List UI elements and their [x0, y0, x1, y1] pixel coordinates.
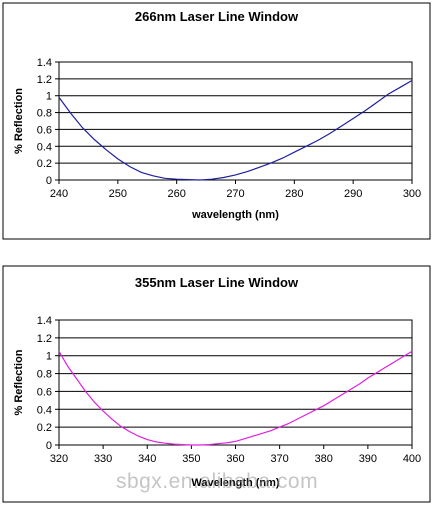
chart-1-title: 266nm Laser Line Window — [135, 9, 299, 24]
chart-1-x-tick-label: 260 — [167, 188, 185, 200]
chart-1-y-axis-label: % Reflection — [13, 88, 25, 154]
chart-1-x-tick-label: 270 — [226, 188, 244, 200]
chart-2-y-tick-label: 0.6 — [37, 386, 52, 398]
chart-2-x-tick-label: 360 — [226, 453, 244, 465]
chart-2-y-tick-label: 1 — [46, 351, 52, 363]
chart-2-x-tick-label: 340 — [138, 453, 156, 465]
chart-1-x-tick-label: 250 — [109, 188, 127, 200]
chart-1-y-tick-label: 0.4 — [37, 141, 52, 153]
chart-2-x-axis-label: Wavelength (nm) — [191, 477, 280, 489]
chart-2-x-tick-label: 390 — [359, 453, 377, 465]
chart-2-y-tick-label: 0.4 — [37, 404, 52, 416]
chart-1-y-tick-label: 0 — [46, 175, 52, 187]
chart-2-x-tick-label: 320 — [50, 453, 68, 465]
chart-1-y-tick-label: 0.2 — [37, 158, 52, 170]
chart-1-y-tick-label: 1.2 — [37, 74, 52, 86]
chart-2-y-tick-label: 0.2 — [37, 422, 52, 434]
chart-2-x-tick-label: 400 — [403, 453, 421, 465]
watermark-text: sbgx.en.alibaba.com — [115, 470, 319, 493]
chart-2-y-tick-label: 0 — [46, 440, 52, 452]
chart-1-x-tick-label: 240 — [50, 188, 68, 200]
chart-2-y-tick-label: 1.2 — [37, 333, 52, 345]
chart-2-x-tick-label: 380 — [315, 453, 333, 465]
chart-2-y-tick-label: 1.4 — [37, 315, 52, 327]
chart-1-series-line — [58, 79, 413, 181]
chart-2-x-tick-label: 330 — [94, 453, 112, 465]
chart-1-frame — [2, 2, 431, 240]
chart-1-y-tick-label: 1 — [46, 91, 52, 103]
chart-1-x-tick-label: 290 — [344, 188, 362, 200]
chart-1-y-tick-label: 1.4 — [37, 57, 52, 69]
chart-1-x-axis-label: wavelength (nm) — [191, 209, 279, 221]
chart-2-title: 355nm Laser Line Window — [135, 275, 299, 290]
chart-2-x-tick-label: 350 — [182, 453, 200, 465]
chart-1-y-tick-label: 0.8 — [37, 108, 52, 120]
chart-1-x-tick-label: 300 — [403, 188, 421, 200]
chart-1-y-tick-label: 0.6 — [37, 124, 52, 136]
chart-2-frame — [2, 265, 431, 503]
chart-2-y-tick-label: 0.8 — [37, 369, 52, 381]
chart-2-x-tick-label: 370 — [270, 453, 288, 465]
chart-2-series-line — [58, 350, 413, 446]
chart-1-x-tick-label: 280 — [285, 188, 303, 200]
chart-2-y-axis-label: % Reflection — [13, 349, 25, 415]
